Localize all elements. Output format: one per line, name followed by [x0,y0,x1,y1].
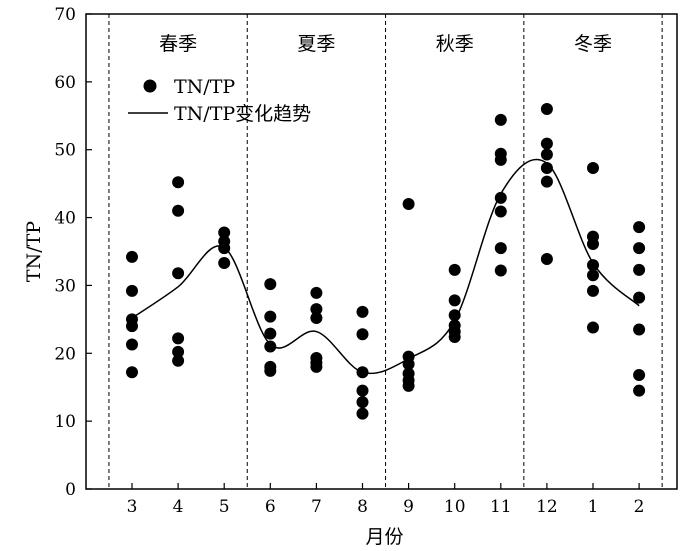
season-label: 冬季 [574,33,612,55]
legend-label: TN/TP变化趋势 [174,103,311,125]
data-point [633,369,646,381]
season-label: 秋季 [436,33,474,55]
x-tick-label: 10 [444,497,466,517]
x-tick-label: 6 [265,497,276,517]
data-point [264,327,277,340]
season-label: 夏季 [297,33,335,55]
data-point [264,340,277,353]
y-tick-label: 30 [54,276,76,296]
x-tick-label: 7 [311,497,322,517]
data-point [310,360,323,373]
data-point [494,191,507,204]
data-point [172,354,185,367]
data-point [356,407,369,420]
x-tick-label: 8 [357,497,368,517]
data-point [218,257,231,270]
data-point [402,198,415,210]
data-point [402,358,415,371]
y-tick-label: 60 [54,73,76,93]
y-tick-label: 70 [54,5,76,25]
y-tick-label: 10 [54,412,76,432]
data-point [587,238,599,251]
data-point [494,205,507,218]
data-point [587,321,599,334]
data-point [264,364,277,377]
season-label: 春季 [159,33,197,55]
data-point [540,148,553,161]
data-point [172,332,185,345]
x-tick-label: 11 [490,497,512,517]
data-point [172,204,185,217]
y-tick-label: 20 [54,344,76,364]
data-point [264,278,277,291]
data-point [356,366,369,379]
data-point [494,153,507,166]
data-point [587,284,599,297]
data-point [494,264,507,277]
plot-frame [85,13,678,490]
y-tick-label: 50 [54,141,76,161]
x-tick-label: 5 [219,497,230,517]
data-point [633,384,646,397]
data-point [633,242,646,255]
data-point [172,345,185,358]
data-point [633,291,646,304]
data-point [587,259,599,272]
x-tick-label: 3 [127,497,138,517]
data-point [540,103,553,115]
x-tick-label: 4 [173,497,184,517]
data-point [356,396,369,409]
data-point [218,226,231,239]
data-point [540,137,553,150]
data-point [126,284,138,297]
data-point [402,379,415,392]
data-point [264,310,277,323]
data-point [356,384,369,397]
data-point [172,267,185,280]
data-point [633,221,646,234]
x-tick-label: 1 [588,497,599,517]
data-point [448,263,461,276]
data-point [356,328,369,341]
data-point [448,294,461,307]
legend-label: TN/TP [174,76,235,98]
data-point [172,176,185,189]
data-point [448,309,461,322]
y-axis-label: TN/TP [23,221,45,282]
data-point [540,252,553,265]
data-point [633,323,646,336]
data-point [126,250,138,263]
data-point [126,320,138,333]
data-point [126,366,138,379]
data-point [310,286,323,299]
data-point [310,312,323,324]
x-tick-label: 2 [634,497,645,517]
data-point [540,175,553,188]
y-tick-label: 0 [65,480,76,500]
x-tick-label: 12 [536,497,558,517]
data-point [356,305,369,318]
x-tick-label: 9 [403,497,414,517]
data-point [448,331,461,343]
legend-marker-circle [143,79,157,93]
y-tick-label: 40 [54,209,76,229]
x-axis-label: 月份 [365,526,403,548]
data-point [540,162,553,175]
data-point [587,269,599,282]
data-point [494,242,507,255]
data-point [310,303,323,316]
data-point [633,263,646,276]
data-point [587,162,599,175]
data-point [126,338,138,351]
data-point [218,242,231,255]
data-point [494,113,507,126]
